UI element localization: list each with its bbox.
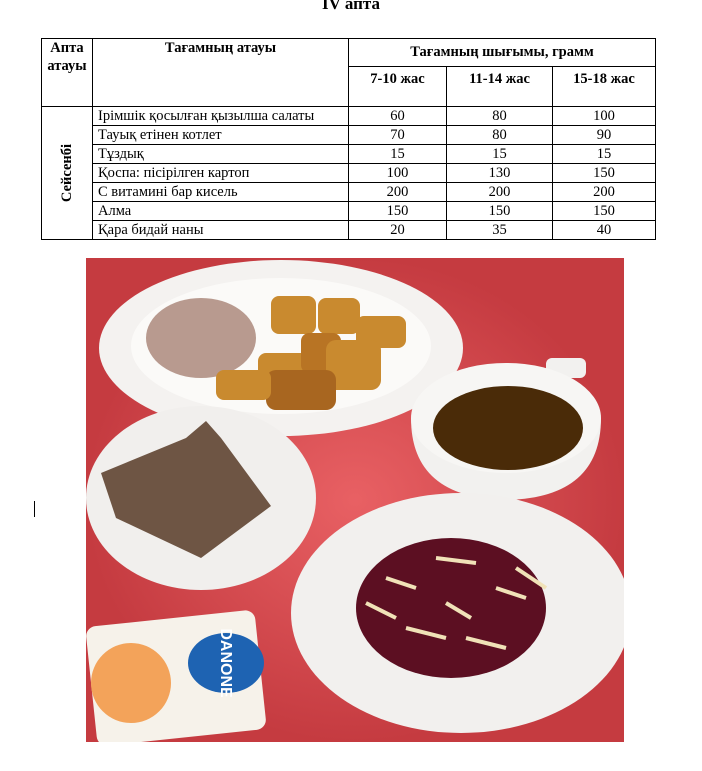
yield-cell: 15 <box>446 144 553 164</box>
header-age-7-10: 7-10 жас <box>348 66 447 107</box>
lunch-tray-photo: DANONE <box>86 258 624 742</box>
table-row: Қоспа: пісірілген картоп 100 130 150 <box>42 163 656 183</box>
yield-cell: 80 <box>446 125 553 145</box>
yield-cell: 20 <box>348 220 447 240</box>
header-age-11-14: 11-14 жас <box>446 66 553 107</box>
page-title: IV апта <box>322 0 380 13</box>
salad-plate <box>291 493 624 733</box>
day-label: Сейсенбі <box>59 143 75 203</box>
yield-cell: 70 <box>348 125 447 145</box>
dish-name-cell: Ірімшік қосылған қызылша салаты <box>92 106 349 126</box>
bread-plate <box>86 406 316 590</box>
yield-cell: 35 <box>446 220 553 240</box>
yield-cell: 150 <box>446 201 553 221</box>
yield-cell: 150 <box>552 163 656 183</box>
dish-name-cell: Алма <box>92 201 349 221</box>
yield-cell: 100 <box>552 106 656 126</box>
table-row: Сейсенбі Ірімшік қосылған қызылша салаты 6… <box>41 106 656 240</box>
header-yield: Тағамның шығымы, грамм <box>348 38 656 67</box>
dish-name-cell: Тұздық <box>92 144 349 164</box>
table-row: С витамині бар кисель 200 200 200 <box>42 182 656 202</box>
yield-cell: 150 <box>552 201 656 221</box>
yield-cell: 90 <box>552 125 656 145</box>
yield-cell: 200 <box>348 182 447 202</box>
table-row: Тауық етінен котлет 70 80 90 <box>42 125 656 145</box>
header-week-name: Апта атауы <box>41 38 93 107</box>
dish-name-cell: Тауық етінен котлет <box>92 125 349 145</box>
yield-cell: 15 <box>348 144 447 164</box>
yield-cell: 200 <box>552 182 656 202</box>
rye-bread <box>101 421 271 558</box>
dish-name-cell: С витамині бар кисель <box>92 182 349 202</box>
boiled-potatoes <box>216 296 406 410</box>
table-row: Алма 150 150 150 <box>42 201 656 221</box>
yield-cell: 15 <box>552 144 656 164</box>
table-row: Қара бидай наны 20 35 40 <box>42 220 656 240</box>
yield-cell: 60 <box>348 106 447 126</box>
main-plate <box>99 260 463 436</box>
yield-cell: 100 <box>348 163 447 183</box>
yield-cell: 200 <box>446 182 553 202</box>
text-cursor <box>34 501 35 517</box>
menu-table: Апта атауы Тағамның атауы Тағамның шығым… <box>41 38 656 240</box>
yield-cell: 130 <box>446 163 553 183</box>
svg-text:DANONE: DANONE <box>217 628 234 698</box>
dish-name-cell: Қоспа: пісірілген картоп <box>92 163 349 183</box>
dish-name-cell: Қара бидай наны <box>92 220 349 240</box>
kisel-cup <box>411 358 601 500</box>
danone-yogurt: DANONE <box>86 610 266 742</box>
table-row: Тұздық 15 15 15 <box>42 144 656 164</box>
yield-cell: 40 <box>552 220 656 240</box>
yield-cell: 150 <box>348 201 447 221</box>
yield-cell: 80 <box>446 106 553 126</box>
day-cell: Сейсенбі <box>41 106 93 240</box>
header-dish-name: Тағамның атауы <box>92 38 349 107</box>
header-age-15-18: 15-18 жас <box>552 66 656 107</box>
chicken-cutlet <box>146 298 256 378</box>
